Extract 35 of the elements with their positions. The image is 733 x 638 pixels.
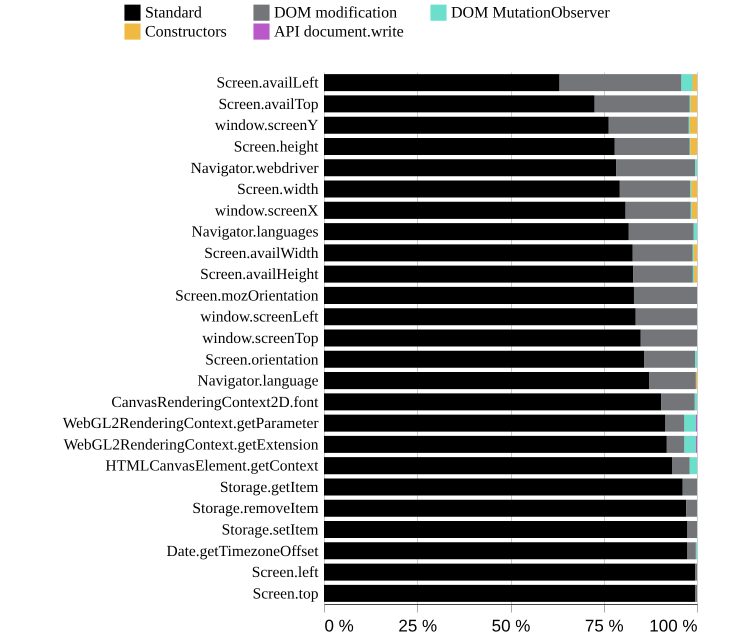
y-tick-label: HTMLCanvasElement.getContext bbox=[105, 458, 320, 475]
x-tick-label: 25 % bbox=[398, 616, 438, 636]
y-tick-label: window.screenY bbox=[214, 117, 318, 134]
legend-label: DOM modification bbox=[274, 4, 398, 22]
y-tick-label: Screen.availHeight bbox=[200, 266, 320, 284]
y-tick-label: Navigator.language bbox=[198, 372, 319, 390]
x-tick-label: 100 % bbox=[649, 616, 698, 636]
y-tick-label: Storage.setItem bbox=[222, 522, 318, 539]
y-tick-label: window.screenTop bbox=[202, 330, 319, 347]
y-tick-label: Navigator.webdriver bbox=[190, 160, 320, 177]
legend-label: DOM MutationObserver bbox=[451, 4, 610, 22]
x-tick-label: 50 % bbox=[492, 616, 530, 636]
y-tick-label: window.screenX bbox=[214, 202, 318, 220]
y-tick-label: WebGL2RenderingContext.getExtension bbox=[64, 436, 319, 454]
y-tick-label: WebGL2RenderingContext.getParameter bbox=[62, 415, 320, 432]
y-tick-label: Screen.availLeft bbox=[216, 74, 320, 92]
y-tick-label: Screen.height bbox=[234, 138, 320, 156]
y-tick-label: Storage.removeItem bbox=[192, 500, 318, 518]
y-tick-label: Date.getTimezoneOffset bbox=[166, 542, 320, 560]
x-tick-label: 0 % bbox=[324, 616, 354, 636]
y-tick-label: Navigator.languages bbox=[192, 224, 318, 241]
y-tick-label: Screen.width bbox=[237, 181, 319, 198]
y-tick-label: Storage.getItem bbox=[220, 478, 318, 496]
y-tick-label: Screen.availWidth bbox=[204, 244, 319, 262]
legend-label: Standard bbox=[145, 4, 202, 22]
y-tick-label: Screen.left bbox=[252, 564, 320, 582]
legend-label: Constructors bbox=[145, 24, 227, 40]
y-tick-label: Screen.orientation bbox=[205, 351, 319, 368]
y-tick-label: Screen.mozOrientation bbox=[175, 287, 319, 304]
x-tick-label: 75 % bbox=[584, 616, 624, 636]
y-tick-label: Screen.top bbox=[252, 585, 319, 602]
legend-label: API document.write bbox=[274, 24, 404, 40]
y-tick-label: window.screenLeft bbox=[200, 308, 320, 326]
y-tick-label: CanvasRenderingContext2D.font bbox=[111, 394, 320, 411]
y-tick-label: Screen.availTop bbox=[218, 96, 319, 113]
